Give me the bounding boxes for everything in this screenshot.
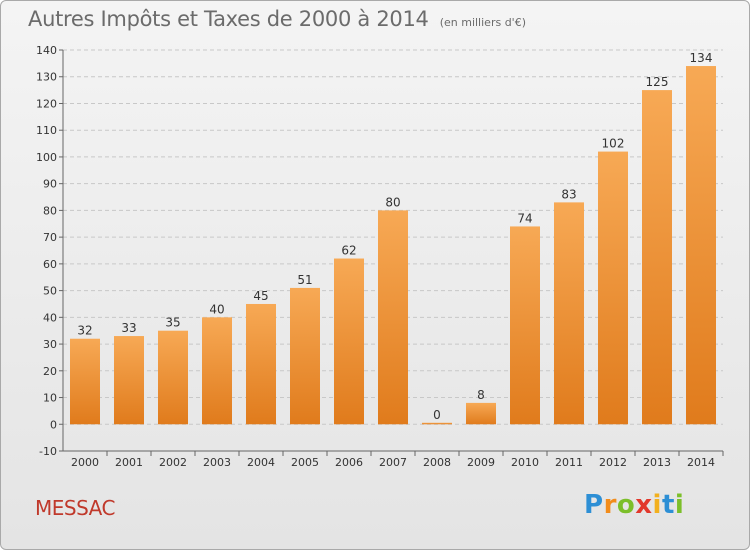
data-label: 80	[385, 195, 400, 209]
bar	[510, 226, 540, 425]
y-tick-label: 90	[43, 178, 57, 191]
x-tick-label: 2011	[555, 456, 583, 469]
data-label: 74	[517, 211, 532, 225]
data-label: 102	[602, 137, 625, 151]
logo-letter: o	[616, 490, 636, 520]
location-label: MESSAC	[35, 496, 115, 520]
chart-subtitle: (en milliers d'€)	[439, 16, 526, 29]
y-tick-label: 60	[43, 258, 57, 271]
bar	[466, 402, 496, 425]
data-label: 33	[121, 321, 136, 335]
bar	[114, 336, 144, 425]
logo-letter: r	[603, 490, 617, 520]
x-tick-label: 2009	[467, 456, 495, 469]
bar	[598, 151, 628, 425]
x-tick-label: 2010	[511, 456, 539, 469]
y-tick-label: 50	[43, 285, 57, 298]
data-label: 83	[561, 187, 576, 201]
y-tick-label: 20	[43, 365, 57, 378]
logo-letter: i	[652, 490, 662, 520]
x-tick-label: 2008	[423, 456, 451, 469]
x-tick-label: 2013	[643, 456, 671, 469]
bar	[290, 287, 320, 425]
logo-letter: x	[635, 490, 653, 520]
bar	[246, 303, 276, 425]
y-tick-label: -10	[39, 445, 57, 458]
y-tick-label: 30	[43, 338, 57, 351]
x-tick-label: 2005	[291, 456, 319, 469]
data-label: 62	[341, 244, 356, 258]
x-tick-label: 2003	[203, 456, 231, 469]
y-tick-label: 10	[43, 392, 57, 405]
bar	[686, 66, 716, 425]
y-tick-label: 40	[43, 311, 57, 324]
bar	[378, 210, 408, 425]
bar	[70, 338, 100, 425]
y-tick-label: 100	[36, 151, 57, 164]
bar	[158, 330, 188, 425]
x-tick-label: 2002	[159, 456, 187, 469]
data-label: 125	[646, 75, 669, 89]
data-label: 32	[77, 324, 92, 338]
data-label: 8	[477, 388, 485, 402]
data-label: 0	[433, 408, 441, 422]
x-tick-label: 2012	[599, 456, 627, 469]
x-tick-label: 2000	[71, 456, 99, 469]
bar	[422, 422, 452, 425]
y-tick-label: 130	[36, 71, 57, 84]
data-label: 134	[690, 51, 713, 65]
bar	[642, 90, 672, 425]
y-tick-label: 120	[36, 97, 57, 110]
y-tick-label: 0	[50, 418, 57, 431]
x-tick-label: 2001	[115, 456, 143, 469]
logo-letter: t	[661, 490, 675, 520]
data-label: 51	[297, 273, 312, 287]
chart-title: Autres Impôts et Taxes de 2000 à 2014	[28, 7, 429, 31]
y-tick-label: 140	[36, 44, 57, 57]
logo-letter: P	[584, 490, 604, 520]
bar	[554, 202, 584, 425]
x-tick-label: 2004	[247, 456, 275, 469]
x-tick-label: 2014	[687, 456, 715, 469]
logo-letter: i	[674, 490, 685, 520]
data-label: 45	[253, 289, 268, 303]
proxiti-logo: Proxiti	[584, 490, 684, 520]
chart-title-block: Autres Impôts et Taxes de 2000 à 2014 (e…	[28, 7, 526, 31]
x-tick-label: 2007	[379, 456, 407, 469]
x-tick-label: 2006	[335, 456, 363, 469]
bar	[334, 258, 364, 425]
y-tick-label: 80	[43, 204, 57, 217]
y-tick-label: 110	[36, 124, 57, 137]
data-label: 35	[165, 316, 180, 330]
bar	[202, 317, 232, 425]
data-label: 40	[209, 302, 224, 316]
y-tick-label: 70	[43, 231, 57, 244]
